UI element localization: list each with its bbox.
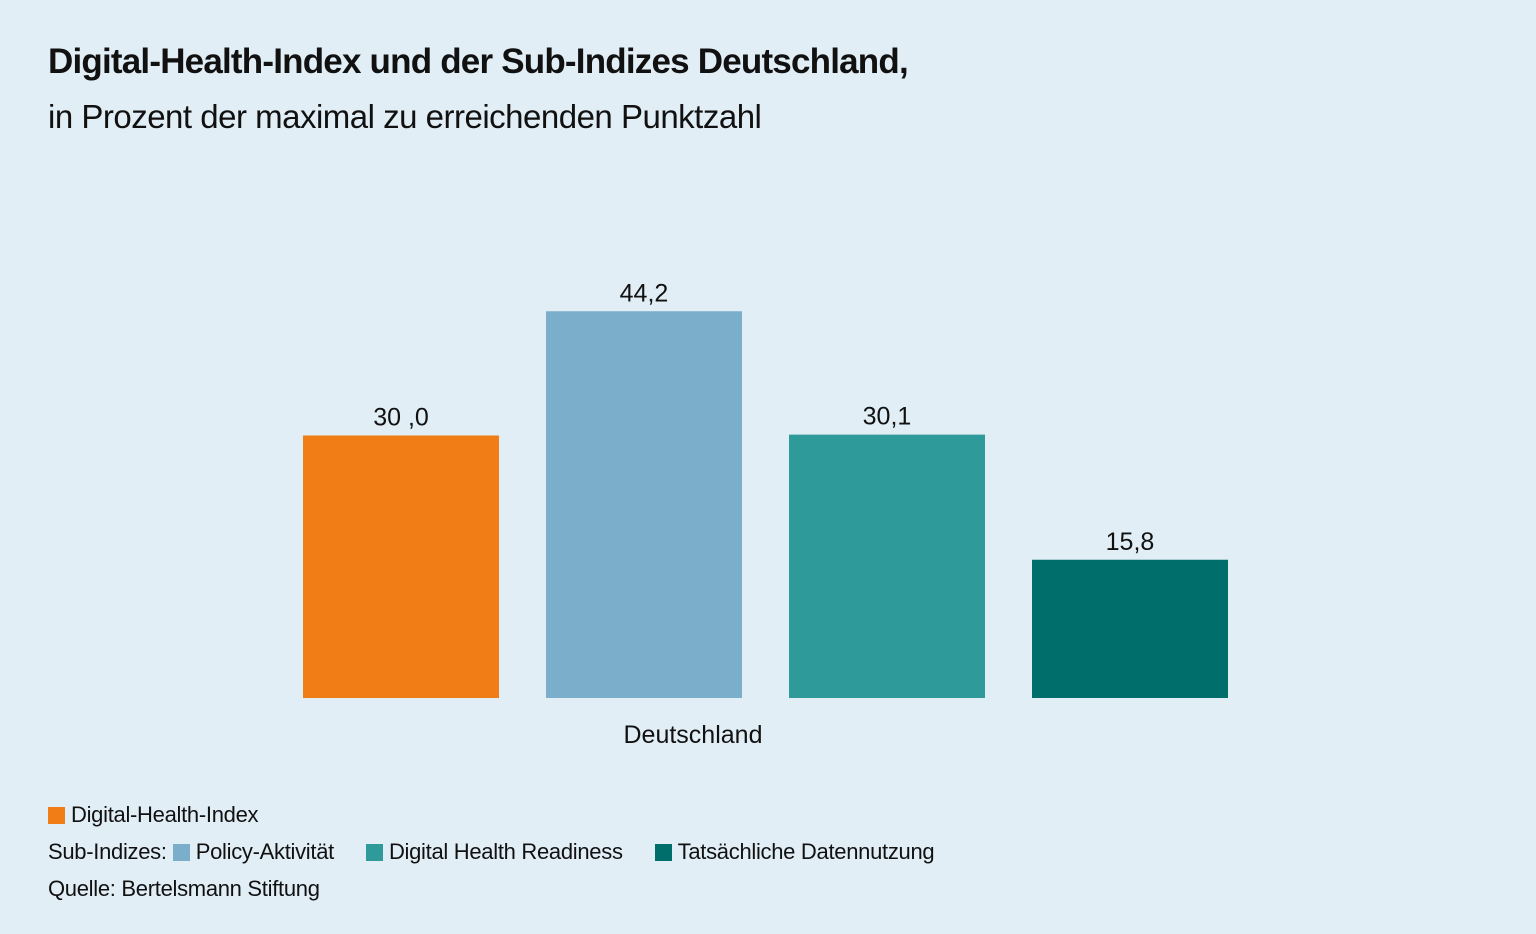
legend-sub-prefix: Sub-Indizes: — [48, 839, 167, 864]
source-note: Quelle: Bertelsmann Stiftung — [48, 876, 320, 901]
chart-title: Digital-Health-Index und der Sub-Indizes… — [48, 42, 909, 81]
bar-digital-health-readiness — [789, 434, 985, 698]
legend-swatch-digital-health-index — [48, 806, 65, 824]
legend-main: Digital-Health-Index — [48, 802, 259, 828]
data-label-tats-chliche-datennutzung: 15,8 — [1106, 528, 1155, 556]
bar-tats-chliche-datennutzung — [1032, 559, 1228, 698]
legend-swatch-readiness — [365, 843, 383, 861]
bars-group: 30 ,0 44,2 30,1 15,8 — [303, 279, 1228, 698]
chart-subtitle: in Prozent der maximal zu erreichenden P… — [48, 98, 762, 135]
legend-item-readiness: Digital Health Readiness — [360, 839, 623, 865]
data-label-digital-health-index: 30 ,0 — [373, 404, 429, 432]
legend-label-datennutzung: Tatsächliche Datennutzung — [677, 839, 935, 864]
legend-swatch-datennutzung — [654, 843, 672, 861]
data-label-digital-health-readiness: 30,1 — [863, 403, 912, 431]
legend-item-policy: Policy-Aktivität — [167, 839, 334, 865]
legend-item-datennutzung: Tatsächliche Datennutzung — [649, 839, 935, 865]
legend-label-policy: Policy-Aktivität — [195, 839, 335, 864]
category-label: Deutschland — [624, 721, 763, 749]
legend-label-digital-health-index: Digital-Health-Index — [71, 802, 259, 827]
data-label-policy-aktivit-t: 44,2 — [620, 279, 669, 307]
legend-swatch-policy — [172, 843, 190, 861]
bar-policy-aktivit-t — [546, 311, 742, 698]
legend-label-readiness: Digital Health Readiness — [388, 839, 623, 864]
bar-digital-health-index — [303, 435, 499, 698]
legend-sub-indices: Sub-Indizes: Policy-Aktivität Digital He… — [48, 839, 960, 865]
